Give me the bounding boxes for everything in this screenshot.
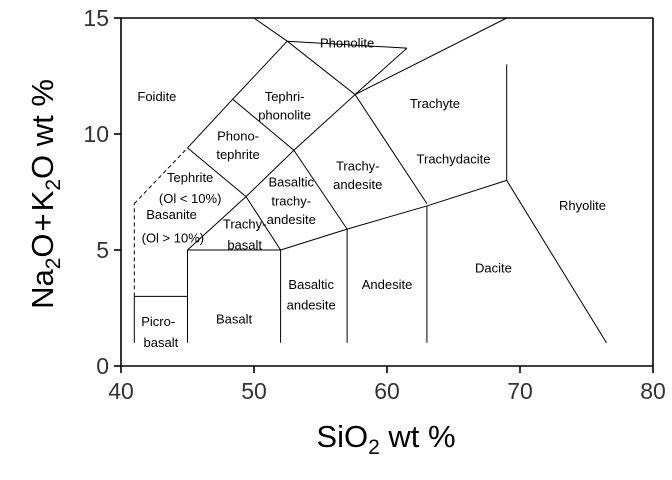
field-label-20: Dacite bbox=[475, 261, 512, 276]
field-label-8: Tephrite bbox=[167, 170, 213, 185]
y-tick-label: 10 bbox=[83, 121, 109, 147]
boundary-phonolite-left bbox=[287, 40, 407, 49]
boundary-phonolite-line bbox=[354, 17, 507, 96]
field-label-19: basalt bbox=[227, 237, 262, 252]
x-tick-label: 50 bbox=[241, 378, 267, 404]
field-label-7: Trachydacite bbox=[417, 152, 491, 167]
field-label-3: phonolite bbox=[258, 107, 311, 122]
field-label-25: Picro- bbox=[141, 314, 175, 329]
boundary-foidite-top bbox=[253, 17, 288, 42]
field-label-13: trachy- bbox=[271, 193, 311, 208]
field-label-17: Trachy- bbox=[223, 216, 267, 231]
field-label-2: Tephri- bbox=[265, 89, 305, 104]
field-labels: Phonolite Foidite Tephri-phonolite Trachyte… bbox=[137, 36, 606, 350]
boundary-tephriphonolite-right bbox=[293, 94, 356, 151]
field-label-15: Rhyolite bbox=[559, 198, 606, 213]
x-axis-ticks: 40 50 60 70 80 bbox=[108, 366, 666, 404]
boundary-basaltic-trachy-right bbox=[293, 149, 348, 230]
field-label-1: Foidite bbox=[137, 89, 176, 104]
field-label-9: (Ol < 10%) bbox=[159, 191, 222, 206]
x-tick-label: 40 bbox=[108, 378, 134, 404]
field-label-26: basalt bbox=[144, 335, 179, 350]
boundary-basaltic-trachy-left bbox=[245, 196, 282, 251]
boundary-phono-right bbox=[245, 149, 295, 197]
field-label-23: andesite bbox=[287, 298, 336, 313]
boundary-phono-tephrite-upper bbox=[232, 98, 295, 151]
boundary-tephrite-upper bbox=[187, 147, 247, 198]
boundary-trachyte-tephriphonolite-split bbox=[354, 47, 408, 95]
y-tick-label: 5 bbox=[96, 237, 109, 263]
x-tick-label: 70 bbox=[507, 378, 533, 404]
y-axis-title: Na2O+K2O wt % bbox=[25, 79, 65, 309]
x-tick-label: 60 bbox=[374, 378, 400, 404]
field-label-21: Andesite bbox=[362, 277, 413, 292]
field-label-5: Phono- bbox=[217, 128, 259, 143]
boundary-foidite-edge-dashed bbox=[133, 147, 188, 204]
boundary-rhyolite-base bbox=[506, 180, 607, 344]
field-label-16: Basanite bbox=[146, 207, 197, 222]
x-tick-label: 80 bbox=[640, 378, 666, 404]
field-label-22: Basaltic bbox=[288, 277, 334, 292]
boundary-upper-bound bbox=[280, 179, 507, 251]
y-tick-label: 0 bbox=[96, 353, 109, 379]
y-axis-ticks: 0 5 10 15 bbox=[83, 5, 121, 379]
boundary-trachybasalt-left bbox=[187, 196, 247, 251]
field-boundaries bbox=[133, 17, 607, 344]
field-label-18: (Ol > 10%) bbox=[142, 230, 205, 245]
field-label-4: Trachyte bbox=[410, 96, 460, 111]
field-label-10: Trachy- bbox=[336, 158, 380, 173]
field-label-11: andesite bbox=[333, 177, 382, 192]
field-label-14: andesite bbox=[267, 212, 316, 227]
x-axis-title: SiO2 wt % bbox=[316, 419, 455, 459]
field-label-24: Basalt bbox=[216, 312, 253, 327]
field-label-0: Phonolite bbox=[320, 36, 374, 51]
field-label-6: tephrite bbox=[216, 147, 259, 162]
field-label-12: Basaltic bbox=[268, 175, 314, 190]
y-tick-label: 15 bbox=[83, 5, 109, 31]
